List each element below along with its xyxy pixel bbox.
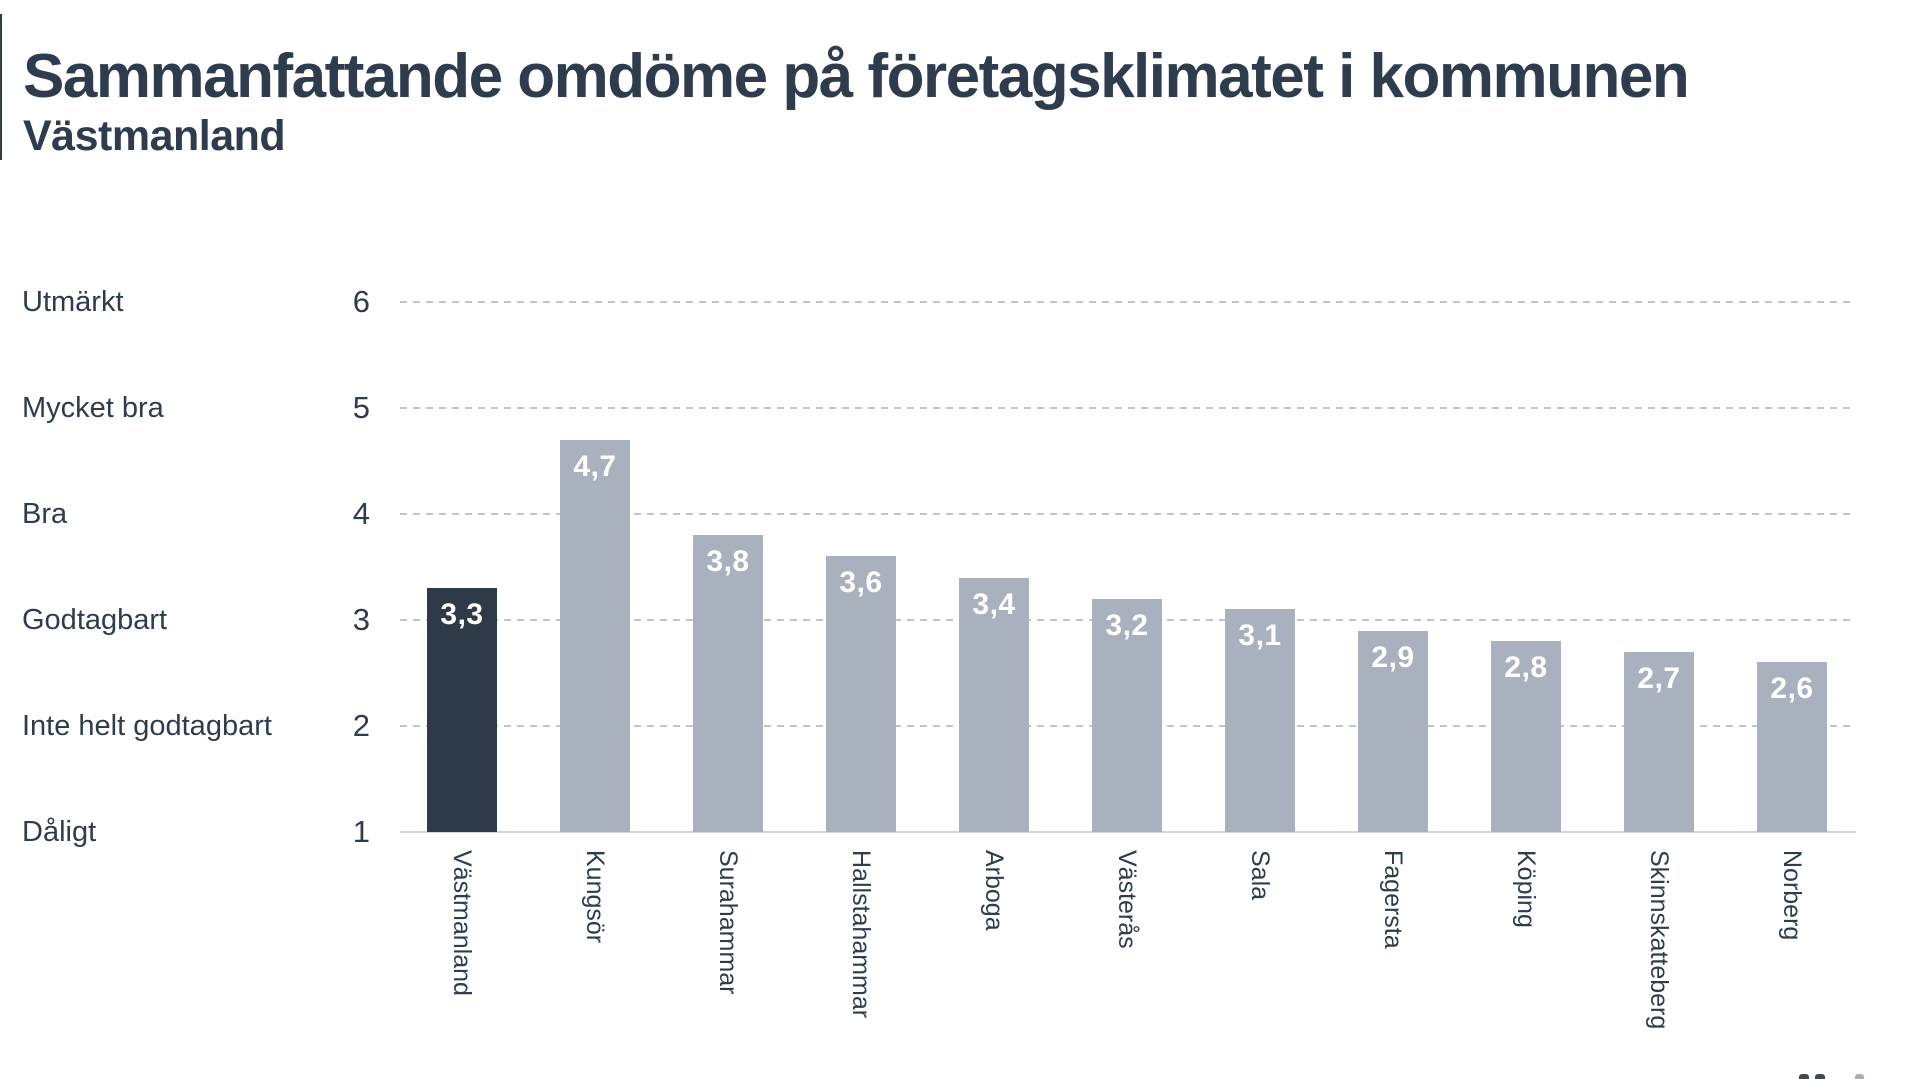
bar-value-label: 3,1 xyxy=(1238,619,1282,653)
bar: 3,1 xyxy=(1225,609,1295,832)
x-axis-label: Hallstahammar xyxy=(847,850,875,1019)
bar: 3,6 xyxy=(826,556,896,832)
x-axis-label: Surahammar xyxy=(714,850,742,995)
x-axis-label: Norberg xyxy=(1778,850,1806,941)
y-axis-tick-label: 6 xyxy=(352,284,370,319)
bar-value-label: 3,4 xyxy=(972,587,1016,621)
bar: 3,3 xyxy=(427,588,497,832)
x-axis-label: Sala xyxy=(1246,850,1274,901)
y-axis-scale-label: Utmärkt xyxy=(22,286,124,318)
bar: 2,8 xyxy=(1491,641,1561,832)
x-axis-label: Västerås xyxy=(1113,850,1141,949)
bar-value-label: 3,3 xyxy=(440,598,484,632)
x-axis-label: Kungsör xyxy=(581,850,609,944)
y-axis-tick-label: 5 xyxy=(352,390,370,425)
y-axis-tick-label: 1 xyxy=(352,814,370,849)
x-axis-label: Arboga xyxy=(980,850,1008,931)
gridline xyxy=(400,513,1856,515)
bar-value-label: 4,7 xyxy=(573,449,617,483)
y-axis-scale-label: Mycket bra xyxy=(22,392,164,424)
y-axis-scale-label: Dåligt xyxy=(22,816,97,848)
bar: 2,6 xyxy=(1757,662,1827,832)
y-axis-scale-label: Godtagbart xyxy=(22,604,168,636)
gridline xyxy=(400,301,1856,303)
chart-subtitle: Västmanland xyxy=(23,112,286,160)
bar-value-label: 2,6 xyxy=(1770,672,1814,706)
x-axis-line xyxy=(400,831,1856,833)
bar: 2,9 xyxy=(1358,630,1428,832)
y-axis-tick-label: 4 xyxy=(352,496,370,531)
bar: 3,4 xyxy=(959,577,1029,832)
y-axis-scale-label: Bra xyxy=(22,498,68,530)
gridline xyxy=(400,407,1856,409)
x-axis-label: Västmanland xyxy=(448,850,476,996)
bar: 2,7 xyxy=(1624,651,1694,832)
letter-top-fragment xyxy=(1799,1074,1809,1079)
chart-title: Sammanfattande omdöme på företagsklimate… xyxy=(23,42,1690,111)
bar: 3,8 xyxy=(693,535,763,832)
bar-value-label: 3,8 xyxy=(706,545,750,579)
x-axis-label: Skinnskatteberg xyxy=(1645,850,1673,1030)
bar-value-label: 2,8 xyxy=(1504,651,1548,685)
cropped-edge-artifact xyxy=(0,14,2,160)
y-axis-tick-label: 2 xyxy=(352,708,370,743)
y-axis-tick-label: 3 xyxy=(352,602,370,637)
y-axis-scale-label: Inte helt godtagbart xyxy=(22,710,272,742)
bar-value-label: 3,6 xyxy=(839,566,883,600)
x-axis-label: Fagersta xyxy=(1379,850,1407,949)
bar-value-label: 3,2 xyxy=(1105,608,1149,642)
bar: 4,7 xyxy=(560,439,630,832)
x-axis-label: Köping xyxy=(1512,850,1540,928)
bar: 3,2 xyxy=(1092,598,1162,832)
bar-value-label: 2,7 xyxy=(1637,661,1681,695)
bar-value-label: 2,9 xyxy=(1371,640,1415,674)
letter-top-fragment xyxy=(1815,1074,1825,1079)
letter-top-fragment xyxy=(1855,1074,1864,1079)
